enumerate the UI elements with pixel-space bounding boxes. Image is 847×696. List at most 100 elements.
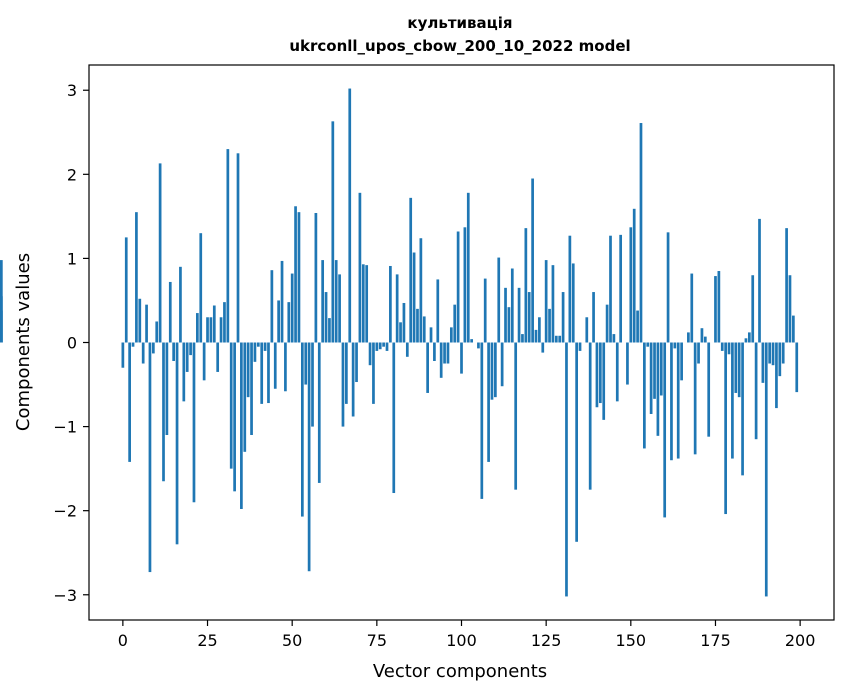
bar-3 xyxy=(131,342,135,347)
bar-97 xyxy=(449,327,453,343)
bar-129 xyxy=(558,335,562,343)
bar-87 xyxy=(416,308,419,343)
bar-78 xyxy=(385,342,389,351)
bar-2 xyxy=(128,342,131,462)
bar-100 xyxy=(460,342,463,374)
bar-30 xyxy=(223,302,226,343)
bar-142 xyxy=(602,342,606,420)
bar-46 xyxy=(277,300,280,343)
bar-49 xyxy=(287,302,291,343)
bar-149 xyxy=(626,342,629,385)
bar-152 xyxy=(636,310,639,343)
bar-4 xyxy=(135,212,138,343)
bar-172 xyxy=(703,336,707,343)
bar-156 xyxy=(649,342,653,414)
chart-title: культивація xyxy=(407,14,512,32)
bar-70 xyxy=(358,192,362,343)
bar-35 xyxy=(240,342,243,509)
y-tick-label--3: −3 xyxy=(53,586,77,605)
bar-164 xyxy=(676,342,680,459)
bar-36 xyxy=(243,342,247,452)
bar-16 xyxy=(175,342,179,545)
bar-28 xyxy=(216,342,220,372)
bar-61 xyxy=(328,318,331,343)
bar-59 xyxy=(321,260,325,343)
bar-190 xyxy=(764,342,768,597)
bar-90 xyxy=(426,342,429,393)
bar-154 xyxy=(643,342,646,449)
bar-175 xyxy=(714,276,717,343)
bar-83 xyxy=(402,302,406,343)
bar-103 xyxy=(470,339,474,343)
bar-177 xyxy=(720,342,724,351)
bar-126 xyxy=(548,308,551,343)
bar-68 xyxy=(351,342,355,417)
bar-112 xyxy=(500,342,504,387)
bar-89 xyxy=(422,316,426,343)
bar-195 xyxy=(781,342,785,364)
bar-40 xyxy=(256,342,260,347)
bar-50 xyxy=(290,273,294,343)
bar-45 xyxy=(273,342,277,389)
bar-76 xyxy=(378,342,382,350)
bar-159 xyxy=(659,342,663,396)
bar-171 xyxy=(700,328,704,343)
bar-57 xyxy=(314,213,318,343)
bar-undefined xyxy=(0,260,3,343)
bar-173 xyxy=(707,342,711,437)
bar-60 xyxy=(324,292,328,343)
bar-116 xyxy=(514,342,518,490)
bar-9 xyxy=(151,342,155,354)
bar-137 xyxy=(585,317,589,343)
bar-48 xyxy=(284,342,287,392)
bar-33 xyxy=(233,342,236,492)
bar-98 xyxy=(453,304,457,343)
bar-13 xyxy=(165,342,169,435)
y-axis: 3 2 1 0 −1 −2 −3 xyxy=(53,81,89,605)
bar-18 xyxy=(182,342,186,402)
bar-155 xyxy=(646,342,650,347)
bar-52 xyxy=(297,212,301,343)
bar-184 xyxy=(744,338,748,343)
bar-161 xyxy=(666,232,670,343)
bar-196 xyxy=(785,228,788,343)
bar-188 xyxy=(758,218,761,343)
x-tick-label-25: 25 xyxy=(197,631,217,650)
x-tick-label-200: 200 xyxy=(785,631,816,650)
bar-44 xyxy=(270,270,274,343)
bar-167 xyxy=(687,332,690,343)
bar-160 xyxy=(663,342,667,518)
bar-53 xyxy=(300,342,304,517)
bar-181 xyxy=(734,342,738,393)
bar-58 xyxy=(317,342,321,483)
bar-134 xyxy=(575,342,578,542)
bar-73 xyxy=(368,342,372,366)
bar-88 xyxy=(419,238,423,343)
x-axis: 0 25 50 75 100 125 150 175 200 xyxy=(118,620,816,650)
bar-186 xyxy=(751,275,755,343)
bar-139 xyxy=(592,292,595,343)
y-tick-label-1: 1 xyxy=(67,249,77,268)
bar-95 xyxy=(443,342,446,364)
bar-179 xyxy=(727,342,731,355)
bar-37 xyxy=(246,342,250,398)
bar-84 xyxy=(405,342,409,357)
bar-127 xyxy=(551,265,555,343)
bar-117 xyxy=(517,287,521,343)
bar-105 xyxy=(477,342,480,349)
bar-11 xyxy=(158,163,162,343)
bar-29 xyxy=(219,317,223,343)
bar-101 xyxy=(463,227,467,343)
x-tick-label-125: 125 xyxy=(531,631,562,650)
bar-141 xyxy=(598,342,602,404)
x-tick-label-100: 100 xyxy=(446,631,477,650)
bar-192 xyxy=(771,342,775,366)
bar-71 xyxy=(361,264,365,343)
bar-85 xyxy=(409,197,413,343)
bar-157 xyxy=(653,342,656,399)
bar-135 xyxy=(578,342,582,351)
x-tick-label-175: 175 xyxy=(700,631,731,650)
bar-119 xyxy=(524,228,528,343)
x-tick-label-150: 150 xyxy=(616,631,647,650)
bar-79 xyxy=(389,265,392,343)
